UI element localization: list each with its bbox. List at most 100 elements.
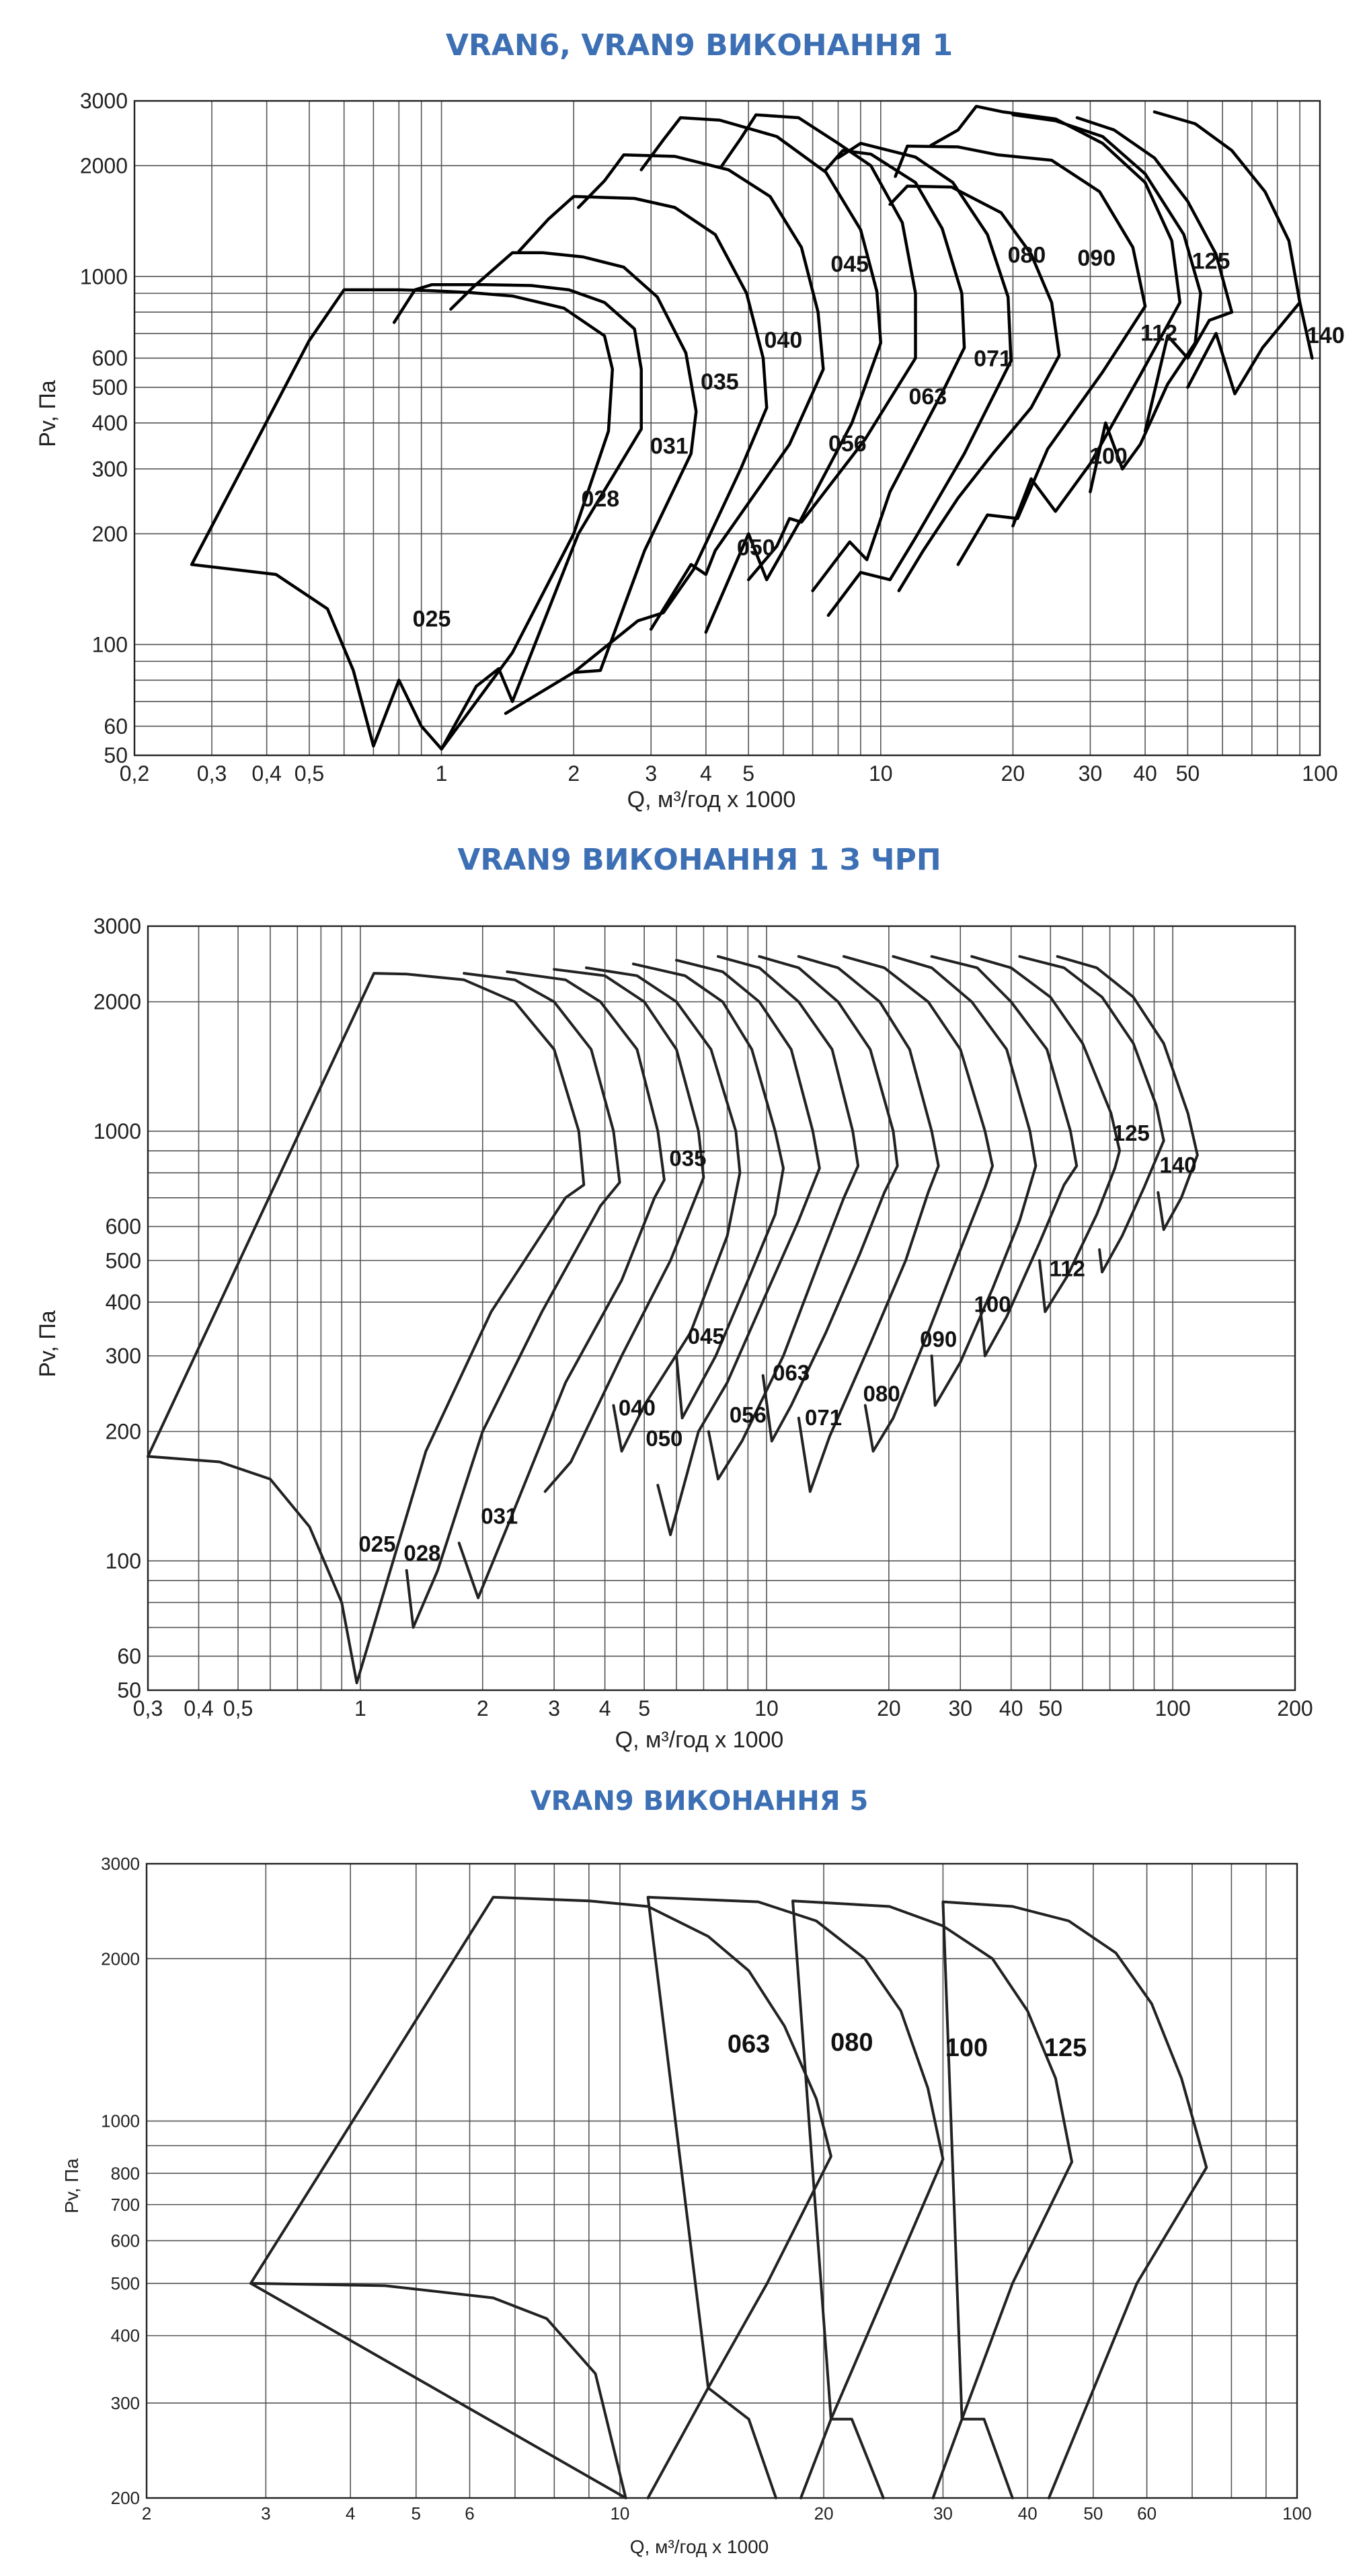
x-axis-label: Q, м³/год х 1000 — [627, 787, 796, 812]
y-tick-label: 300 — [111, 2393, 140, 2413]
chart-title: VRAN6, VRAN9 ВИКОНАННЯ 1 — [446, 28, 953, 63]
fan-curve-140 — [1056, 955, 1199, 1232]
plot-frame — [147, 925, 1296, 1692]
x-axis-label: Q, м³/год х 1000 — [630, 2536, 769, 2557]
y-tick-label: 600 — [92, 346, 128, 371]
x-tick-label: 100 — [1282, 2503, 1311, 2524]
x-tick-label: 50 — [1176, 761, 1200, 786]
y-tick-label: 300 — [106, 1344, 141, 1368]
fan-curve-071 — [797, 955, 940, 1493]
series-label-140: 140 — [1306, 323, 1345, 348]
series-label-040: 040 — [765, 328, 803, 353]
x-tick-label: 10 — [754, 1696, 779, 1720]
chart-title: VRAN9 ВИКОНАННЯ 5 — [531, 1786, 869, 1817]
plot-frame — [133, 100, 1321, 757]
series-label-071: 071 — [805, 1405, 842, 1430]
fan-curve-028 — [405, 972, 621, 1629]
y-tick-label: 3000 — [93, 914, 141, 938]
series-label-125: 125 — [1113, 1121, 1150, 1145]
x-tick-label: 30 — [1079, 761, 1103, 786]
series-label-031: 031 — [650, 434, 689, 459]
fan-curve-125 — [1018, 955, 1165, 1274]
y-tick-label: 50 — [104, 743, 128, 767]
fan-curve-140 — [1298, 301, 1314, 360]
fan-curve-035 — [517, 194, 769, 674]
y-axis-label: Pv, Па — [35, 380, 61, 447]
chart-title: VRAN9 ВИКОНАННЯ 1 З ЧРП — [457, 843, 941, 877]
fan-curve-035 — [543, 968, 705, 1493]
x-tick-label: 10 — [869, 761, 893, 786]
x-tick-label: 2 — [142, 2503, 151, 2524]
y-axis-label: Pv, Па — [61, 2158, 82, 2213]
series-label-063: 063 — [728, 2031, 770, 2059]
chart-svg-3: VRAN9 ВИКОНАННЯ 5 2 3 4 5 6 10 20 30 40 50 60 100 2… — [61, 1786, 1312, 2557]
series-label-025: 025 — [358, 1531, 395, 1556]
series-label-050: 050 — [737, 535, 775, 560]
fan-curve-100 — [1011, 113, 1202, 494]
x-tick-label: 20 — [1001, 761, 1025, 786]
series-label-112: 112 — [1140, 320, 1177, 346]
series-label-080: 080 — [830, 2029, 873, 2057]
fan-curve-100 — [930, 955, 1079, 1357]
x-tick-label: 100 — [1302, 761, 1337, 786]
fan-curve-125 — [931, 1900, 1208, 2499]
fan-curve-031 — [457, 970, 666, 1599]
x-tick-label: 50 — [1083, 2503, 1103, 2524]
y-tick-label: 2000 — [101, 1948, 140, 1969]
series-label-063: 063 — [908, 384, 947, 410]
chart-vran9-v1-vfd: VRAN9 ВИКОНАННЯ 1 З ЧРП 0,3 0,4 0,5 1 2 3 4 5 10… — [0, 827, 1367, 1755]
plot-frame — [145, 1862, 1298, 2499]
x-tick-label: 200 — [1277, 1696, 1313, 1720]
series-label-071: 071 — [974, 346, 1012, 372]
y-tick-label: 3000 — [101, 1854, 140, 1874]
series-label-045: 045 — [688, 1324, 725, 1349]
fan-curve-125 — [1153, 110, 1302, 395]
fan-curve-090 — [929, 104, 1182, 528]
y-tick-label: 500 — [92, 375, 128, 400]
x-tick-label: 5 — [412, 2503, 421, 2524]
y-tick-label: 100 — [92, 632, 128, 656]
y-tick-label: 60 — [117, 1644, 141, 1669]
fan-curve-080 — [646, 1895, 945, 2499]
x-tick-label: 40 — [1018, 2503, 1038, 2524]
series-label-040: 040 — [619, 1395, 656, 1420]
x-tick-label: 0,3 — [197, 761, 227, 786]
x-tick-label: 10 — [610, 2503, 629, 2524]
x-tick-label: 4 — [700, 761, 712, 786]
fan-curve-090 — [892, 955, 1038, 1407]
fan-curve-056 — [811, 149, 966, 593]
x-axis-label: Q, м³/год х 1000 — [615, 1727, 784, 1753]
fan-curve-040 — [585, 966, 742, 1453]
y-tick-label: 800 — [111, 2163, 140, 2183]
x-tick-label: 1 — [354, 1696, 366, 1720]
x-tick-label: 3 — [261, 2503, 270, 2524]
x-tick-label: 0,5 — [295, 761, 324, 786]
y-tick-label: 500 — [106, 1248, 141, 1273]
x-tick-label: 3 — [548, 1696, 560, 1720]
series-label-035: 035 — [701, 369, 739, 395]
x-tick-label: 40 — [999, 1696, 1023, 1720]
series-label-056: 056 — [730, 1402, 767, 1427]
x-tick-label: 2 — [568, 761, 580, 786]
fan-curve-040 — [576, 153, 825, 631]
series-label-100: 100 — [974, 1291, 1011, 1316]
x-tick-label: 50 — [1038, 1696, 1062, 1720]
series-label-028: 028 — [403, 1541, 440, 1566]
series-label-025: 025 — [413, 606, 451, 632]
y-tick-label: 50 — [117, 1678, 141, 1702]
x-tick-label: 20 — [877, 1696, 901, 1720]
chart-vran6-vran9-v1: VRAN6, VRAN9 ВИКОНАННЯ 1 0,2 0,3 0,4 0,5 1 2 3… — [0, 0, 1367, 827]
fan-curve-025 — [147, 972, 586, 1685]
x-tick-label: 5 — [742, 761, 754, 786]
series-label-050: 050 — [646, 1426, 682, 1451]
series-label-028: 028 — [581, 486, 619, 512]
fan-curve-028 — [392, 283, 643, 751]
x-tick-label: 30 — [948, 1696, 972, 1720]
series-label-100: 100 — [1089, 443, 1128, 469]
x-tick-label: 0,5 — [223, 1696, 253, 1720]
y-tick-label: 2000 — [80, 154, 128, 178]
series-label-140: 140 — [1159, 1153, 1196, 1178]
y-tick-label: 300 — [92, 457, 128, 481]
x-tick-label: 0,3 — [133, 1696, 163, 1720]
x-tick-label: 0,4 — [251, 761, 281, 786]
